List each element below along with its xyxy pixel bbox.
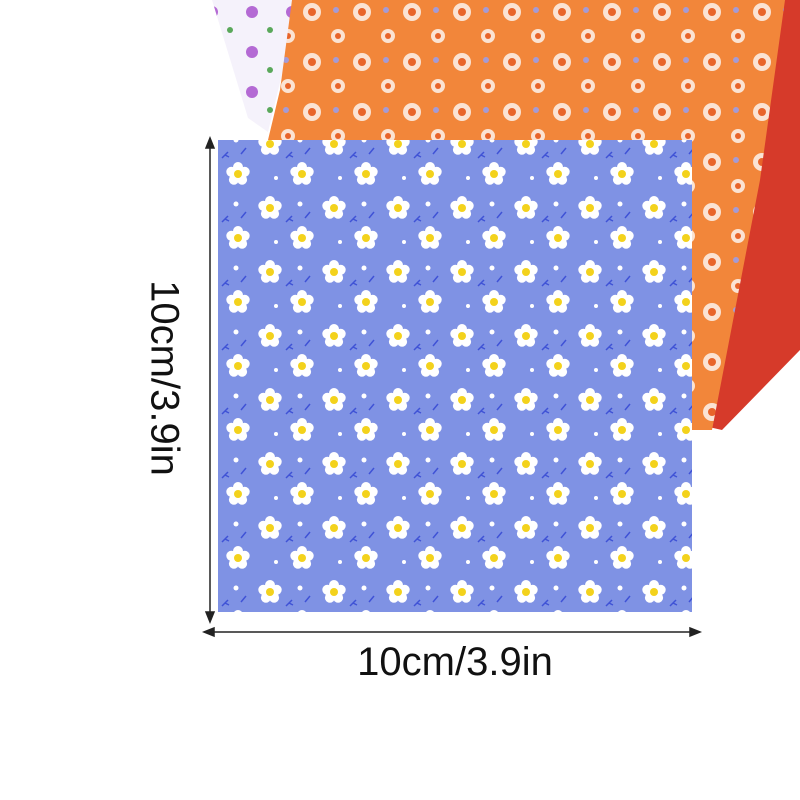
width-label: 10cm/3.9in [357, 640, 553, 684]
height-label: 10cm/3.9in [142, 280, 187, 476]
white-fabric [212, 0, 300, 132]
dimension-arrows [201, 135, 703, 638]
blue-fabric [218, 140, 692, 612]
orange-fabric [268, 0, 785, 430]
